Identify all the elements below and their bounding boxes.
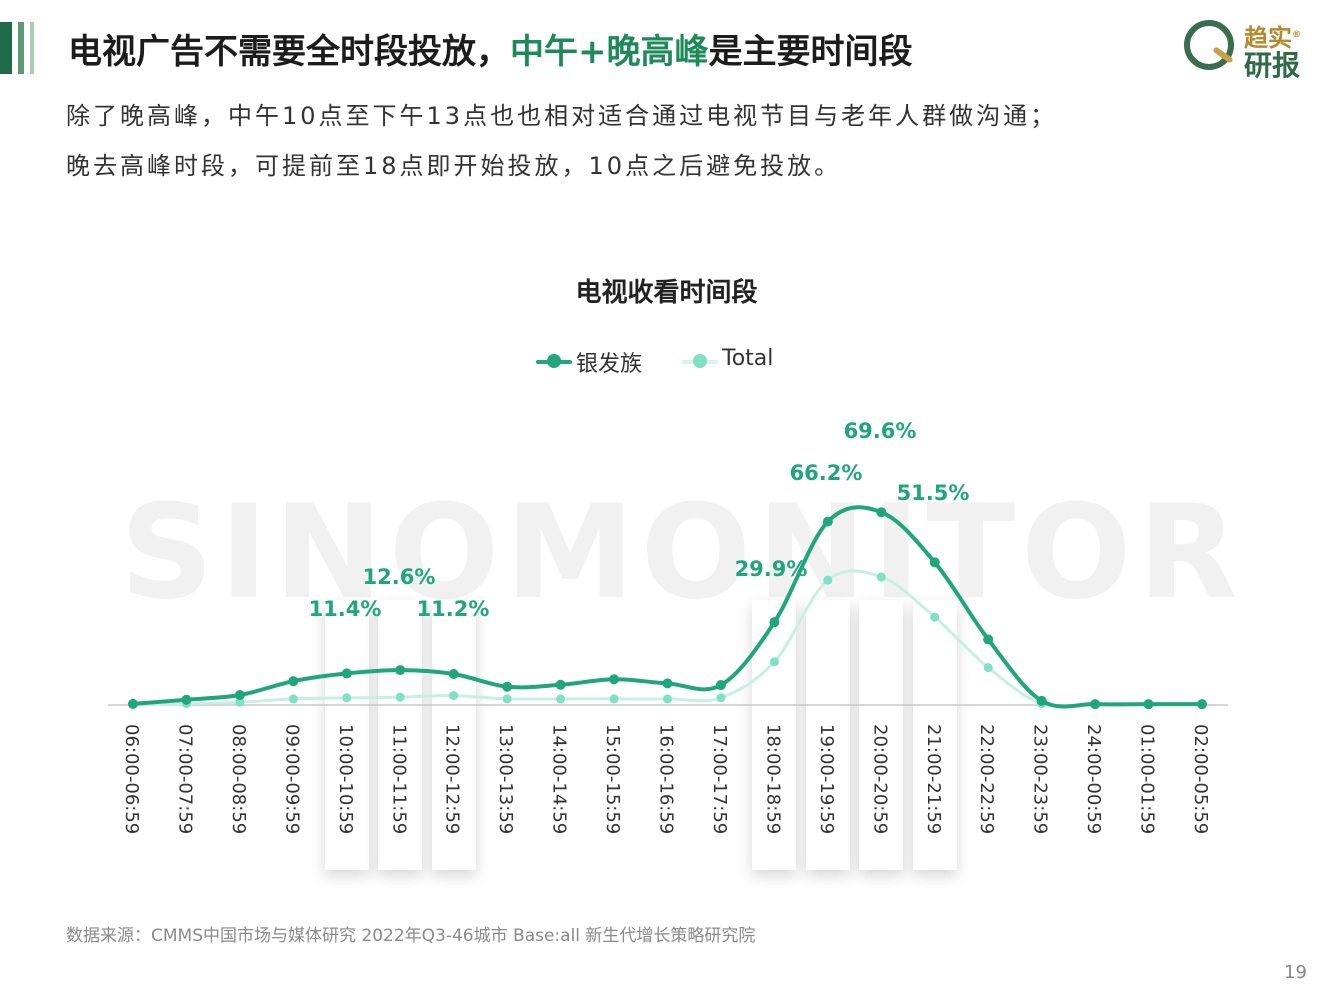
data-point-total-6 (449, 691, 459, 701)
data-point-silver-12 (769, 617, 780, 628)
data-label: 66.2% (790, 461, 863, 485)
page-number: 19 (1284, 962, 1307, 983)
highlight-column (805, 600, 850, 870)
logo-text-bottom: 研报 (1244, 49, 1301, 82)
subtitle-line-2: 晚去高峰时段，可提前至18点即开始投放，10点之后避免投放。 (66, 152, 842, 180)
data-point-silver-0 (128, 698, 138, 709)
data-point-silver-20 (1197, 699, 1207, 710)
data-source: 数据来源：CMMS中国市场与媒体研究 2022年Q3-46城市 Base:all… (66, 926, 756, 946)
data-point-silver-16 (983, 634, 994, 645)
data-point-silver-2 (234, 690, 245, 701)
title-suffix: 是主要时间段 (708, 32, 913, 72)
x-tick-label: 11:00-11:59 (388, 724, 409, 834)
x-tick-label: 06:00-06:59 (121, 724, 142, 834)
data-point-silver-18 (1090, 699, 1101, 710)
x-tick-label: 16:00-16:59 (656, 724, 677, 834)
data-point-silver-7 (502, 681, 513, 692)
legend-label: 银发族 (576, 352, 643, 377)
data-point-total-11 (716, 693, 726, 703)
data-point-total-5 (395, 692, 405, 702)
series-line-total (131, 569, 1204, 709)
accent-bar (30, 22, 34, 74)
x-tick-label: 21:00-21:59 (923, 724, 944, 834)
x-tick-label: 23:00-23:59 (1030, 724, 1051, 834)
data-label: 11.2% (417, 597, 490, 621)
highlight-column (378, 600, 423, 870)
x-tick-label: 15:00-15:59 (602, 724, 623, 834)
x-tick-label: 14:00-14:59 (549, 724, 570, 834)
x-tick-label: 19:00-19:59 (816, 724, 837, 834)
data-point-silver-9 (609, 674, 620, 685)
legend-label: Total (722, 346, 774, 371)
data-point-silver-10 (662, 678, 673, 689)
chart-title: 电视收看时间段 (575, 278, 758, 308)
data-point-total-3 (288, 694, 298, 704)
x-tick-label: 12:00-12:59 (442, 724, 463, 834)
data-point-silver-19 (1143, 699, 1154, 710)
data-point-total-4 (342, 693, 352, 703)
data-label: 11.4% (309, 597, 382, 621)
highlight-column (324, 600, 369, 870)
data-point-total-7 (502, 694, 512, 704)
data-point-total-15 (930, 612, 940, 622)
data-point-silver-11 (715, 680, 726, 691)
x-tick-label: 08:00-08:59 (228, 724, 249, 834)
brand-logo: 趋实® 研报 (1184, 16, 1314, 82)
data-point-total-2 (235, 697, 245, 707)
data-point-total-8 (556, 694, 566, 704)
data-point-silver-17 (1036, 695, 1047, 706)
data-label: 12.6% (363, 565, 436, 589)
registered-mark: ® (1292, 30, 1301, 40)
highlight-column (431, 600, 476, 870)
title-accent-bars (0, 22, 48, 74)
watermark: SINOMONITOR (120, 476, 1244, 628)
data-point-total-9 (609, 694, 619, 704)
title-highlight: 中午+晚高峰 (510, 32, 709, 72)
logo-text-top: 趋实® (1244, 24, 1301, 52)
data-point-total-16 (983, 663, 993, 673)
data-point-silver-8 (555, 679, 566, 690)
x-tick-label: 07:00-07:59 (174, 724, 195, 834)
x-tick-label: 18:00-18:59 (762, 724, 783, 834)
data-point-total-12 (769, 657, 779, 667)
x-tick-label: 09:00-09:59 (281, 724, 302, 834)
data-point-silver-4 (341, 668, 352, 679)
data-point-total-13 (823, 575, 833, 585)
accent-bar (0, 22, 12, 74)
data-point-silver-15 (929, 557, 940, 568)
highlight-column (859, 600, 904, 870)
x-tick-label: 01:00-01:59 (1137, 724, 1158, 834)
page-title: 电视广告不需要全时段投放，中午+晚高峰是主要时间段 (68, 24, 913, 73)
data-label: 29.9% (735, 557, 808, 581)
subtitle-line-1: 除了晚高峰，中午10点至下午13点也也相对适合通过电视节目与老年人群做沟通； (66, 102, 1058, 130)
x-tick-label: 17:00-17:59 (709, 724, 730, 834)
accent-bar (18, 22, 24, 74)
data-point-silver-5 (395, 665, 406, 676)
legend-dot (547, 354, 561, 368)
data-point-silver-14 (876, 507, 887, 518)
data-point-silver-6 (448, 668, 459, 679)
data-point-silver-3 (288, 676, 299, 687)
data-label: 69.6% (844, 419, 917, 443)
highlight-column (912, 600, 957, 870)
data-point-silver-13 (822, 516, 833, 527)
title-prefix: 电视广告不需要全时段投放， (68, 32, 510, 72)
x-tick-label: 22:00-22:59 (976, 724, 997, 834)
data-point-total-14 (876, 572, 886, 582)
x-tick-label: 13:00-13:59 (495, 724, 516, 834)
x-tick-label: 10:00-10:59 (335, 724, 356, 834)
logo-q-icon (1184, 20, 1234, 70)
data-label: 51.5% (897, 481, 970, 505)
data-point-total-10 (663, 694, 672, 704)
data-point-silver-1 (181, 694, 192, 705)
x-tick-label: 02:00-05:59 (1190, 724, 1211, 834)
legend-dot (693, 354, 707, 368)
x-tick-label: 24:00-00:59 (1083, 724, 1104, 834)
x-tick-label: 20:00-20:59 (869, 724, 890, 834)
series-line-silver (131, 505, 1204, 709)
